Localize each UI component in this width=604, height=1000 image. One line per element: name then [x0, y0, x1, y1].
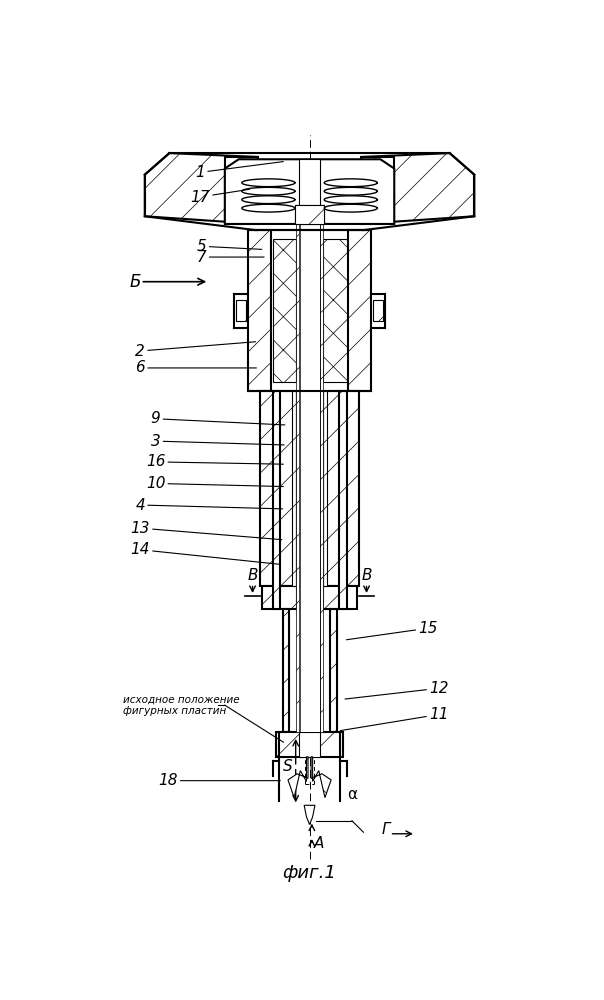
Text: S: S: [283, 759, 293, 774]
Polygon shape: [248, 230, 271, 391]
Bar: [300, 224, 320, 732]
Text: 12: 12: [345, 681, 449, 699]
Bar: [295, 205, 324, 224]
Text: 3: 3: [150, 434, 284, 449]
Bar: [236, 300, 246, 321]
Polygon shape: [292, 391, 297, 586]
Text: Г: Г: [381, 822, 390, 837]
Text: α: α: [348, 787, 358, 802]
Text: 16: 16: [146, 454, 283, 469]
Text: 11: 11: [340, 707, 449, 731]
Polygon shape: [225, 159, 394, 224]
Polygon shape: [145, 153, 258, 224]
Text: 2: 2: [135, 342, 255, 359]
Text: фиг.1: фиг.1: [283, 864, 336, 882]
Polygon shape: [304, 805, 315, 825]
Bar: [297, 391, 323, 586]
Text: 18: 18: [158, 773, 280, 788]
Polygon shape: [361, 157, 394, 224]
Bar: [297, 586, 323, 609]
Bar: [295, 205, 324, 224]
Text: 17: 17: [190, 189, 249, 205]
Text: В: В: [361, 568, 372, 583]
Polygon shape: [225, 157, 258, 224]
Polygon shape: [283, 609, 289, 732]
Text: Б: Б: [129, 273, 205, 291]
Text: исходное положение
фигурных пластин: исходное положение фигурных пластин: [123, 694, 240, 716]
Text: А: А: [313, 836, 324, 851]
Text: 1: 1: [195, 162, 283, 180]
Text: В: В: [247, 568, 258, 583]
Polygon shape: [348, 230, 371, 391]
Text: 4: 4: [135, 497, 283, 512]
Text: 5: 5: [197, 239, 262, 254]
Text: 6: 6: [135, 360, 257, 375]
Bar: [323, 239, 347, 382]
Bar: [299, 159, 320, 224]
Polygon shape: [324, 391, 359, 586]
Polygon shape: [323, 391, 327, 586]
Bar: [373, 300, 384, 321]
Text: 9: 9: [150, 411, 285, 426]
Bar: [297, 609, 322, 732]
Bar: [299, 732, 320, 757]
Bar: [272, 239, 296, 382]
Text: 13: 13: [130, 521, 282, 540]
Text: 7: 7: [197, 250, 264, 265]
Polygon shape: [288, 757, 308, 798]
Polygon shape: [361, 153, 474, 224]
Polygon shape: [272, 391, 280, 609]
Polygon shape: [311, 757, 331, 798]
Polygon shape: [330, 609, 336, 732]
Polygon shape: [320, 224, 323, 732]
Polygon shape: [339, 391, 347, 609]
Text: 14: 14: [130, 542, 280, 564]
Polygon shape: [297, 224, 299, 732]
Text: 10: 10: [146, 476, 283, 491]
Text: 15: 15: [347, 621, 438, 640]
Polygon shape: [262, 586, 358, 609]
Polygon shape: [260, 391, 295, 586]
Polygon shape: [275, 732, 344, 757]
